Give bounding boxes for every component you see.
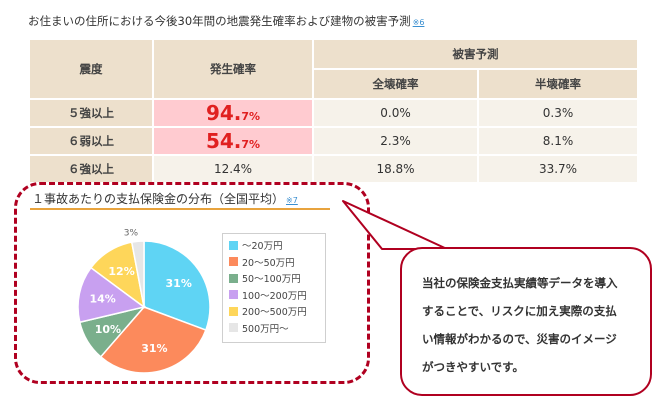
pie-slice (99, 306, 207, 374)
pie-slice-label: 10% (95, 323, 121, 336)
legend-item: 100～200万円 (229, 287, 325, 304)
half-cell: 33.7% (479, 156, 637, 182)
note-link-7[interactable]: ※7 (286, 196, 298, 205)
pie-slice (77, 266, 146, 324)
legend-swatch (229, 323, 238, 333)
header-probability: 発生確率 (154, 40, 312, 98)
header-half: 半壊確率 (479, 70, 637, 98)
callout-bubble: 当社の保険金支払実績等データを導入 することで、リスクに加え実際の支払 い情報が… (400, 247, 652, 396)
chart-title: １事故あたりの支払保険金の分布（全国平均） ※7 (32, 192, 298, 206)
highlight-dashed-frame (14, 182, 370, 384)
pie-slice-label: 31% (166, 277, 192, 290)
half-cell: 8.1% (479, 128, 637, 154)
callout-text-line: い情報がわかるので、災害のイメージ (422, 332, 617, 346)
chart-title-underline (30, 208, 330, 210)
full-cell: 18.8% (314, 156, 477, 182)
callout-text-line: 当社の保険金支払実績等データを導入 (422, 276, 618, 290)
pie-slice-label: 3% (124, 228, 139, 238)
legend-label: 500万円～ (242, 323, 289, 335)
pie-slice (143, 240, 211, 332)
legend-swatch (229, 290, 238, 300)
full-cell: 0.0% (314, 100, 477, 126)
callout-text-line: がつきやすいです。 (422, 360, 525, 374)
legend-label: ～20万円 (242, 241, 283, 253)
header-intensity: 震度 (30, 40, 152, 98)
probability-cell: 54.7% (154, 128, 312, 154)
legend-item: 200～500万円 (229, 303, 325, 320)
legend-swatch (229, 273, 238, 283)
half-cell: 0.3% (479, 100, 637, 126)
table-row: ５強以上 94.7% 0.0% 0.3% (30, 100, 637, 126)
legend-item: ～20万円 (229, 237, 325, 254)
row-label: ６弱以上 (30, 128, 152, 154)
legend-item: 20～50万円 (229, 254, 325, 271)
table-row: ６強以上 12.4% 18.8% 33.7% (30, 156, 637, 182)
earthquake-table: 震度 発生確率 被害予測 全壊確率 半壊確率 ５強以上 94.7% 0.0% 0… (28, 38, 639, 184)
legend-item: 500万円～ (229, 320, 325, 337)
header-full: 全壊確率 (314, 70, 477, 98)
legend-swatch (229, 257, 238, 267)
probability-cell: 12.4% (154, 156, 312, 182)
pie-slice-label: 31% (141, 342, 167, 355)
legend-label: 20～50万円 (242, 257, 295, 269)
note-link-6[interactable]: ※6 (412, 18, 425, 27)
pie-chart: 31% 31% 10% 14% 12% 3% (77, 228, 211, 374)
probability-cell: 94.7% (154, 100, 312, 126)
pie-slice-label: 12% (108, 265, 134, 278)
pie-slice-label: 14% (89, 293, 115, 306)
legend-item: 50～100万円 (229, 270, 325, 287)
legend-swatch (229, 240, 238, 250)
pie-slice (130, 240, 145, 308)
row-label: ５強以上 (30, 100, 152, 126)
full-cell: 2.3% (314, 128, 477, 154)
legend-label: 100～200万円 (242, 290, 307, 302)
callout-text-line: することで、リスクに加え実際の支払 (422, 304, 617, 318)
row-label: ６強以上 (30, 156, 152, 182)
legend-label: 200～500万円 (242, 307, 307, 319)
chart-legend: ～20万円 20～50万円 50～100万円 100～200万円 200～500万円 50… (222, 233, 326, 343)
header-damage: 被害予測 (314, 40, 637, 68)
legend-swatch (229, 306, 238, 316)
page-title: お住まいの住所における今後30年間の地震発生確率および建物の被害予測 ※6 (28, 14, 425, 28)
table-row: ６弱以上 54.7% 2.3% 8.1% (30, 128, 637, 154)
legend-label: 50～100万円 (242, 274, 301, 286)
